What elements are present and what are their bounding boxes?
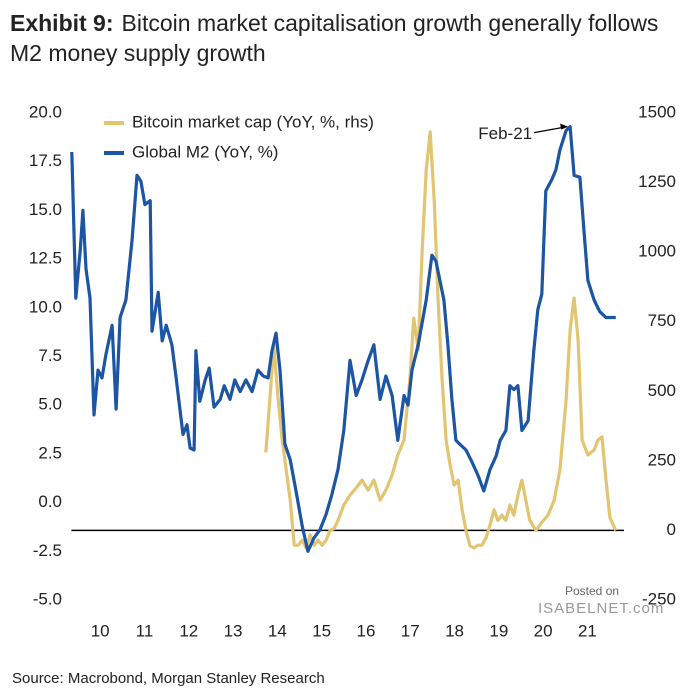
x-tick-label: 15 xyxy=(312,621,331,640)
x-tick-label: 20 xyxy=(534,621,553,640)
x-tick-label: 13 xyxy=(224,621,243,640)
y-tick-label: 5.0 xyxy=(38,395,62,414)
annotation: Feb-21 xyxy=(478,124,532,143)
x-tick-label: 14 xyxy=(268,621,287,640)
x-tick-label: 19 xyxy=(489,621,508,640)
series-line xyxy=(70,125,616,553)
y-tick-label: -2.5 xyxy=(33,541,62,560)
y-tick-label: 7.5 xyxy=(38,346,62,365)
legend-label: Global M2 (YoY, %) xyxy=(132,142,278,161)
y-tick-label: 2.5 xyxy=(38,443,62,462)
y-tick-label: 10.0 xyxy=(29,297,62,316)
watermark: Posted on xyxy=(565,584,619,598)
exhibit-label: Exhibit 9: xyxy=(10,10,114,36)
y2-tick-label: 250 xyxy=(648,450,676,469)
watermark: ISABELNET.com xyxy=(538,600,664,617)
title-block: Exhibit 9: Bitcoin market capitalisation … xyxy=(10,8,690,68)
y-tick-label: -5.0 xyxy=(33,589,62,608)
y2-tick-label: 750 xyxy=(648,311,676,330)
x-tick-label: 11 xyxy=(136,621,154,640)
y-tick-label: 17.5 xyxy=(29,151,62,170)
y2-tick-label: 1250 xyxy=(638,172,676,191)
y-tick-label: 0.0 xyxy=(38,492,62,511)
x-tick-label: 21 xyxy=(578,621,597,640)
y-tick-label: 15.0 xyxy=(29,200,62,219)
chart-title: Bitcoin market capitalisation growth gen… xyxy=(10,10,659,66)
x-tick-label: 12 xyxy=(179,621,198,640)
x-tick-label: 10 xyxy=(91,621,110,640)
x-tick-label: 16 xyxy=(356,621,375,640)
y-tick-label: 20.0 xyxy=(29,102,62,121)
annotation-arrowhead xyxy=(560,123,569,130)
y2-tick-label: -250 xyxy=(642,589,676,608)
x-tick-label: 17 xyxy=(401,621,420,640)
y2-tick-label: 1500 xyxy=(638,102,676,121)
y-tick-label: 12.5 xyxy=(29,249,62,268)
x-tick-label: 18 xyxy=(445,621,464,640)
series-line xyxy=(264,130,618,550)
source: Source: Macrobond, Morgan Stanley Resear… xyxy=(12,670,325,687)
y2-tick-label: 0 xyxy=(667,520,676,539)
legend-label: Bitcoin market cap (YoY, %, rhs) xyxy=(132,112,374,131)
y2-tick-label: 500 xyxy=(648,381,676,400)
y2-tick-label: 1000 xyxy=(638,242,676,261)
